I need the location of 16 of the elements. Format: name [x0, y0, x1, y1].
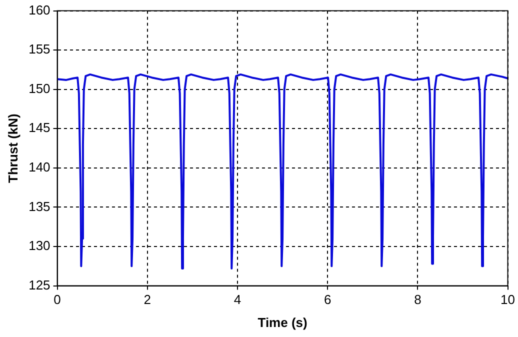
x-tick-label: 4 — [234, 292, 242, 308]
x-tick-label: 6 — [324, 292, 332, 308]
y-tick-label: 145 — [28, 120, 50, 136]
x-axis-title: Time (s) — [258, 314, 308, 330]
x-tick-label: 0 — [54, 292, 61, 308]
x-tick-label: 2 — [144, 292, 152, 308]
x-tick-label: 10 — [500, 292, 516, 308]
x-tick-label: 8 — [414, 292, 422, 308]
y-tick-label: 150 — [28, 80, 50, 96]
y-tick-label: 125 — [28, 277, 50, 292]
y-tick-label: 135 — [28, 198, 50, 214]
y-tick-label: 160 — [28, 2, 50, 18]
y-tick-label: 155 — [28, 42, 50, 57]
y-tick-label: 130 — [28, 238, 50, 254]
y-tick-label: 140 — [28, 160, 50, 175]
y-axis-title: Thrust (kN) — [5, 114, 20, 183]
